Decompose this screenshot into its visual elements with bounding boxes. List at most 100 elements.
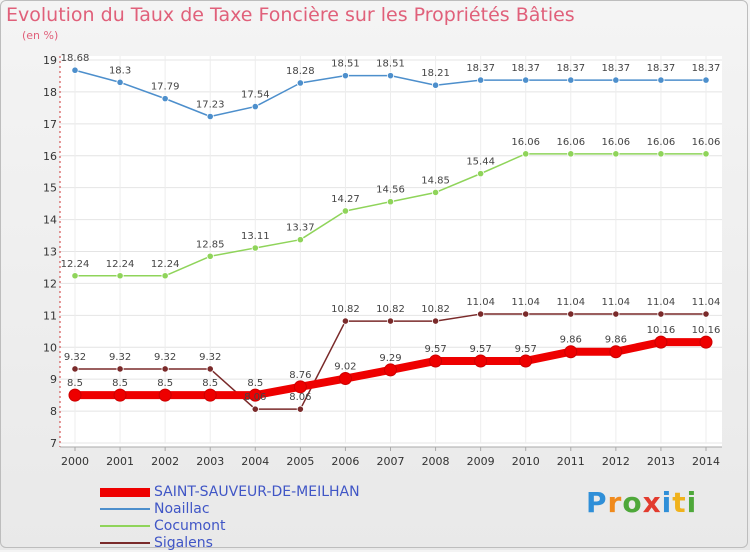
y-tick-label: 16: [43, 150, 57, 163]
legend-swatch: [100, 508, 150, 510]
data-point: [522, 310, 530, 318]
data-point: [657, 150, 665, 158]
data-label: 8.5: [112, 378, 128, 389]
data-point: [296, 79, 304, 87]
legend-swatch: [100, 542, 150, 544]
data-point: [522, 150, 530, 158]
logo-letter: t: [672, 486, 687, 519]
y-tick-label: 14: [43, 214, 57, 227]
y-tick-label: 9: [50, 373, 57, 386]
data-point: [431, 188, 440, 197]
data-label: 14.27: [331, 194, 360, 205]
data-point: [386, 198, 395, 206]
legend-label: Sigalens: [154, 535, 213, 551]
data-point: [251, 102, 259, 111]
data-point: [251, 244, 259, 252]
data-label: 12.24: [151, 259, 180, 270]
y-unit-label: (en %): [22, 29, 59, 42]
legend-swatch: [100, 488, 150, 497]
data-label: 11.04: [692, 297, 721, 308]
data-label: 16.06: [692, 137, 721, 148]
data-label: 8.76: [289, 370, 311, 381]
data-label: 11.04: [466, 297, 495, 308]
line-chart: 7 8 9 10 11 12 13 14 15 16 17 18 19 2000 2001 2002 2003 2…: [43, 53, 722, 468]
data-point: [296, 236, 304, 244]
data-point: [206, 252, 214, 260]
data-label: 18.37: [556, 63, 585, 74]
y-tick-label: 17: [43, 118, 57, 131]
data-label: 8.5: [202, 378, 218, 389]
data-point: [386, 317, 395, 325]
data-point: [702, 310, 710, 318]
data-label: 17.79: [151, 82, 180, 93]
legend-swatch: [100, 525, 150, 527]
data-label: 12.24: [106, 259, 135, 270]
data-label: 9.02: [334, 362, 356, 373]
data-label: 9.29: [379, 353, 401, 364]
data-label: 12.85: [196, 239, 225, 250]
x-tick-label: 2005: [286, 455, 314, 468]
data-point: [116, 272, 124, 280]
data-point: [341, 207, 350, 215]
logo-letter: i: [661, 486, 673, 519]
data-point: [161, 272, 169, 280]
data-point: [519, 354, 533, 368]
x-tick-label: 2010: [512, 455, 540, 468]
data-point: [251, 405, 259, 413]
data-label: 9.57: [424, 344, 446, 355]
chart-title: Evolution du Taux de Taxe Foncière sur l…: [6, 4, 575, 26]
data-label: 17.54: [241, 90, 270, 101]
data-point: [522, 76, 530, 84]
data-label: 18.51: [376, 59, 405, 70]
data-label: 11.04: [511, 297, 540, 308]
data-point: [657, 76, 665, 84]
data-point: [477, 310, 485, 318]
data-label: 9.57: [515, 344, 537, 355]
y-tick-label: 19: [43, 54, 57, 67]
data-label: 18.37: [692, 63, 721, 74]
data-point: [564, 345, 578, 359]
data-label: 16.06: [647, 137, 676, 148]
data-point: [206, 112, 214, 121]
data-label: 8.06: [289, 392, 311, 403]
legend-label: Noaillac: [154, 501, 210, 517]
y-tick-label: 7: [50, 437, 57, 450]
x-tick-label: 2003: [196, 455, 224, 468]
data-label: 11.04: [556, 297, 585, 308]
data-label: 10.16: [692, 325, 721, 336]
data-label: 8.5: [247, 378, 263, 389]
data-point: [567, 150, 575, 158]
data-point: [567, 310, 575, 318]
data-label: 13.11: [241, 231, 270, 242]
data-point: [206, 365, 214, 373]
data-label: 16.06: [511, 137, 540, 148]
data-label: 18.37: [466, 63, 495, 74]
data-label: 9.32: [109, 352, 131, 363]
data-label: 13.37: [286, 223, 315, 234]
logo-letter: P: [586, 486, 608, 519]
logo-letter: x: [642, 486, 662, 519]
data-label: 16.06: [556, 137, 585, 148]
data-label: 11.04: [647, 297, 676, 308]
data-point: [657, 310, 665, 318]
legend-label: Cocumont: [154, 518, 226, 534]
data-label: 18.37: [602, 63, 631, 74]
data-label: 18.3: [109, 65, 131, 76]
data-point: [699, 335, 713, 349]
data-point: [248, 388, 262, 402]
data-point: [474, 354, 488, 368]
data-point: [609, 345, 623, 359]
x-tick-label: 2006: [331, 455, 359, 468]
data-label: 14.56: [376, 185, 405, 196]
data-label: 8.06: [244, 392, 266, 403]
data-label: 11.04: [602, 297, 631, 308]
data-point: [71, 272, 79, 280]
data-point: [113, 388, 127, 402]
x-tick-label: 2004: [241, 455, 269, 468]
data-point: [384, 363, 397, 377]
data-label: 18.68: [61, 53, 90, 64]
data-point: [161, 365, 169, 373]
data-point: [612, 76, 620, 84]
x-tick-label: 2013: [647, 455, 675, 468]
x-tick-label: 2007: [377, 455, 405, 468]
